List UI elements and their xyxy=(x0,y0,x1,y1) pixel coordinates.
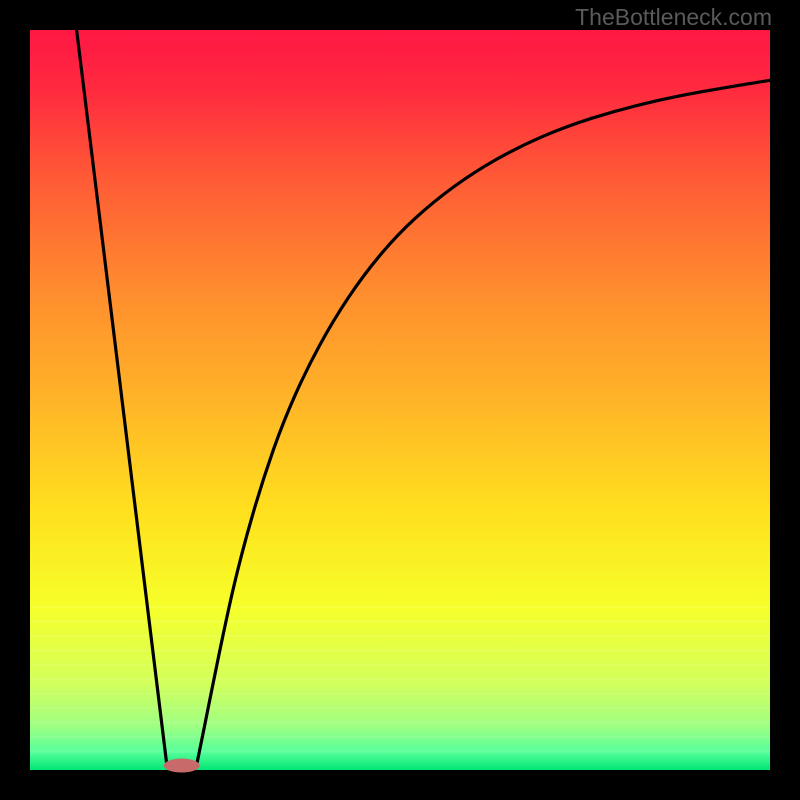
chart-container: TheBottleneck.com xyxy=(0,0,800,800)
bottleneck-marker xyxy=(164,759,200,773)
bottleneck-chart xyxy=(0,0,800,800)
watermark-text: TheBottleneck.com xyxy=(575,4,772,31)
plot-area xyxy=(30,30,770,770)
